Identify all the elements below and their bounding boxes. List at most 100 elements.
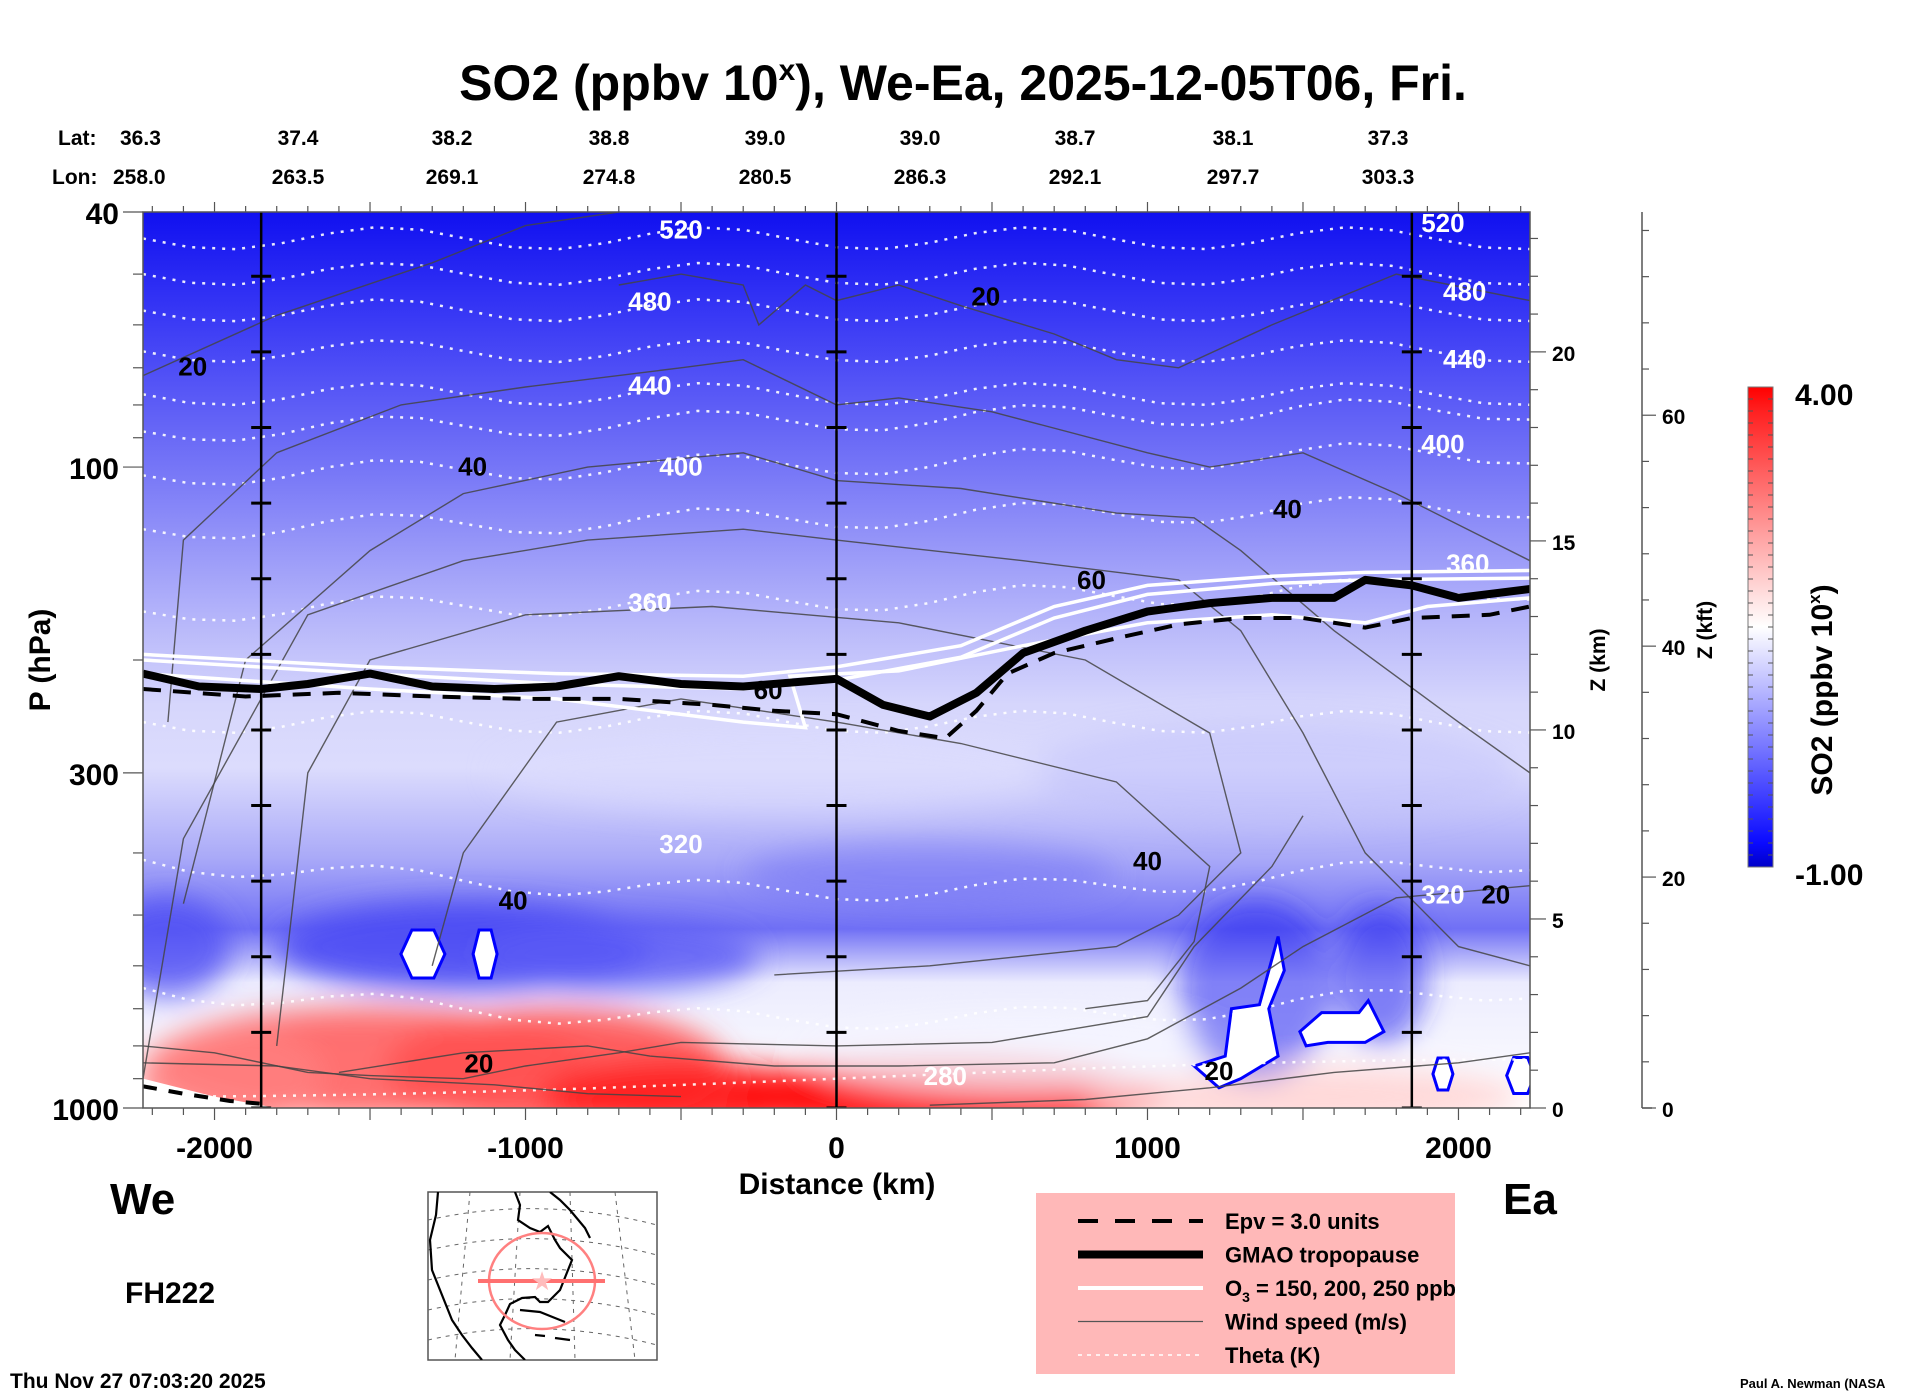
legend-label: Theta (K) [1225,1343,1320,1368]
lon-value: 280.5 [739,166,792,189]
so2-field-patch [1178,898,1335,1079]
theta-contour-label: 360 [628,587,671,617]
so2-field-patch [143,896,231,997]
chart-title: SO2 (ppbv 10x), We-Ea, 2025-12-05T06, Fr… [459,54,1467,111]
so2-field-patch [1023,722,1521,823]
lon-label: Lon: [52,166,97,189]
wind-speed-contour [338,885,1530,1074]
wind-contour-label: 20 [1205,1056,1234,1086]
theta-contour-label: 440 [1443,344,1486,374]
so2-field-patch [143,1028,324,1108]
wind-speed-contour [143,1062,682,1098]
wind-contour-label: 20 [1481,880,1510,910]
wind-speed-contour [143,212,619,377]
lon-value: 269.1 [426,166,479,189]
theta-contour-label: 400 [659,451,702,481]
so2-field-patch [743,843,1117,904]
map-center-star-icon: ★ [530,1266,553,1296]
lat-value: 37.4 [278,127,319,150]
wind-contour-label: 20 [464,1048,493,1078]
colorbar-title: SO2 (ppbv 10x) [1805,584,1839,795]
legend: Epv = 3.0 units GMAO tropopause O3 = 150, … [1036,1193,1456,1374]
wind-contour-label: 20 [178,352,207,382]
theta-contour-label: 320 [659,829,702,859]
y-tick-label: 100 [69,453,119,486]
z-km-tick-label: 20 [1552,343,1575,366]
map-coastline [428,1192,591,1360]
z-kft-tick-label: 20 [1662,868,1685,891]
z-kft-tick-label: 0 [1662,1099,1674,1122]
wind-contour-label: 40 [458,451,487,481]
theta-contour-label: 520 [1421,208,1464,238]
credit-label: Paul A. Newman (NASA [1740,1376,1886,1391]
so2-field-patch [1334,904,1428,1045]
wind-speed-contour [618,273,1530,369]
lat-value: 38.8 [589,127,630,150]
z-km-tick-label: 15 [1552,532,1576,555]
wind-contour-label: 60 [1077,565,1106,595]
missing-data-region [1191,936,1286,1090]
legend-label: Epv = 3.0 units [1225,1209,1380,1234]
lon-value: 263.5 [272,166,325,189]
epv-line [143,604,1530,741]
y-tick-label: 1000 [52,1094,119,1127]
o3-contour-line [143,596,1530,730]
colorbar-min-label: -1.00 [1795,859,1863,892]
x-tick-label: 2000 [1425,1132,1492,1165]
lat-value: 39.0 [900,127,941,150]
y-tick-label: 40 [86,198,119,231]
theta-contour-label: 360 [1446,548,1489,578]
wind-contour-label: 40 [1273,494,1302,524]
lat-value: 37.3 [1368,127,1409,150]
z-km-tick-label: 5 [1552,910,1564,933]
wind-contour-label: 40 [1133,846,1162,876]
z-kft-tick-label: 40 [1662,637,1685,660]
theta-contour-label: 480 [1443,277,1486,307]
tropopause-line [143,575,1530,721]
x-tick-label: 0 [828,1132,845,1165]
z-km-tick-label: 0 [1552,1099,1564,1122]
theta-contour-label: 440 [628,370,671,400]
x-tick-label: 1000 [1114,1132,1181,1165]
z-km-tick-label: 10 [1552,721,1575,744]
missing-data-region [471,928,499,980]
lat-value: 38.7 [1055,127,1096,150]
west-label: We [110,1175,175,1224]
missing-data-region [1298,997,1386,1048]
lon-value: 286.3 [894,166,947,189]
wind-speed-contour [143,528,1530,1079]
lon-value: 297.7 [1207,166,1260,189]
wind-speed-contour [929,1052,1530,1106]
lat-value: 38.2 [432,127,473,150]
x-axis-label: Distance (km) [739,1168,936,1201]
x-tick-label: -2000 [176,1132,253,1165]
lat-lon-header: Lat: Lon: 36.3 258.0 37.4 263.5 38.2 269.1 38.8 2… [52,127,1414,189]
theta-contour-label: 400 [1421,429,1464,459]
lon-value: 258.0 [113,166,166,189]
wind-contour-label: 60 [754,675,783,705]
o3-contour-line [143,568,1530,678]
theta-contour-label: 320 [1421,880,1464,910]
inset-map: ★ [427,1191,658,1361]
legend-label: GMAO tropopause [1225,1243,1419,1268]
lon-value: 274.8 [583,166,636,189]
missing-data-region [1505,1056,1530,1096]
wind-speed-contour [431,698,1211,1010]
so2-field-patch [478,921,759,992]
lat-value: 39.0 [745,127,786,150]
legend-box [1036,1193,1455,1374]
z-km-axis-label: Z (km) [1587,629,1610,692]
y-axis-label: P (hPa) [24,609,57,712]
legend-label: O3 = 150, 200, 250 ppb [1225,1276,1456,1305]
forecast-hour-label: FH222 [125,1277,215,1310]
below-surface-region [143,1078,277,1108]
theta-contour-label: 520 [659,215,702,245]
y-tick-label: 300 [69,759,119,792]
x-tick-label: -1000 [487,1132,564,1165]
so2-field-patch [494,732,1055,813]
plot-area: 520 480 440 400 360 320 280 520 480 440 400 360 320 2… [143,208,1530,1108]
wind-speed-contour [276,605,1242,1046]
lon-value: 292.1 [1049,166,1102,189]
wind-speed-contour [143,815,1304,1080]
